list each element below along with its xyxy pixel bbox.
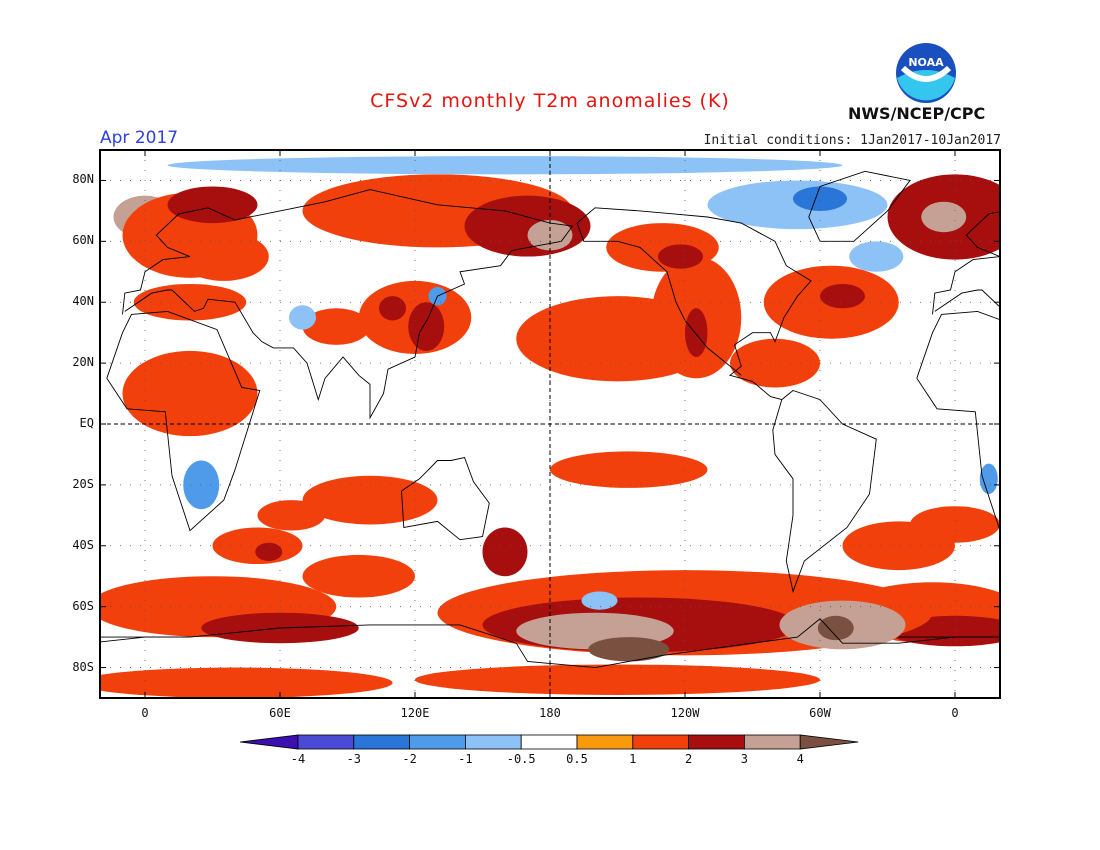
- anomaly-region: [581, 591, 618, 610]
- coastline: [122, 189, 573, 315]
- anomaly-region: [415, 664, 820, 695]
- colorbar-label: -1: [458, 752, 473, 766]
- colorbar-segment: [409, 734, 466, 750]
- colorbar-segment: [520, 734, 578, 750]
- coastline: [808, 170, 911, 242]
- anomaly-region: [302, 475, 438, 525]
- lon-label: 60E: [269, 706, 291, 720]
- colorbar-arrow-high: [799, 734, 859, 750]
- logo-text: NOAA: [908, 56, 944, 69]
- anomaly-region: [167, 186, 258, 224]
- lon-label: 120W: [670, 706, 700, 720]
- lon-label: 60W: [809, 706, 831, 720]
- anomaly-region: [178, 232, 269, 281]
- anomaly-region: [685, 308, 708, 358]
- anomaly-region: [482, 527, 528, 577]
- coastline: [772, 389, 877, 593]
- colorbar-segment: [297, 734, 355, 750]
- lat-label: EQ: [79, 416, 94, 430]
- anomaly-region: [289, 305, 316, 330]
- colorbar-segment: [688, 734, 745, 750]
- anomaly-region: [255, 542, 283, 561]
- coastlines: [100, 170, 1000, 669]
- anomaly-region: [849, 241, 904, 272]
- lon-label: 0: [141, 706, 149, 720]
- colorbar-segment: [464, 734, 522, 750]
- coastline: [124, 225, 573, 420]
- colorbar-label: -2: [402, 752, 417, 766]
- colorbar-segment: [576, 734, 634, 750]
- anomaly-region: [122, 350, 258, 437]
- coastline: [932, 211, 1000, 315]
- lat-label: 80N: [72, 172, 94, 187]
- agency-label: NWS/NCEP/CPC: [848, 104, 986, 123]
- colorbar-segment: [632, 734, 689, 750]
- lat-label: 40N: [72, 294, 94, 309]
- lat-label: 60S: [72, 598, 94, 613]
- colorbar-label: 4: [796, 752, 804, 766]
- lat-label: 40S: [72, 537, 94, 552]
- colorbar-label: -4: [290, 752, 306, 766]
- colorbar-label: 0.5: [566, 752, 588, 766]
- anomaly-region: [910, 506, 1000, 543]
- anomaly-region: [588, 637, 670, 662]
- colorbar-label: -0.5: [506, 752, 536, 766]
- colorbar-label: 1: [629, 752, 637, 766]
- anomaly-region: [408, 302, 445, 351]
- coastline: [576, 207, 812, 401]
- initial-conditions: Initial conditions: 1Jan2017-10Jan2017: [703, 133, 1001, 148]
- colorbar-segment: [744, 734, 801, 750]
- anomaly-region: [550, 451, 708, 488]
- anomaly-region: [379, 296, 406, 321]
- colorbar-segment: [353, 734, 410, 750]
- lat-label: 20N: [72, 355, 94, 370]
- map-title: CFSv2 monthly T2m anomalies (K): [370, 90, 730, 112]
- colorbar-label: 2: [684, 752, 693, 766]
- noaa-logo: NOAA: [896, 43, 956, 103]
- anomaly-field: [100, 156, 1000, 698]
- anomaly-region: [302, 308, 370, 345]
- lat-label: 60N: [72, 233, 94, 248]
- colorbar-arrow-low: [239, 734, 299, 750]
- anomaly-region: [793, 186, 847, 211]
- anomaly-region: [979, 463, 998, 495]
- anomaly-region: [820, 283, 865, 309]
- anomaly-region: [921, 201, 967, 233]
- anomaly-region: [730, 338, 820, 388]
- anomaly-region: [817, 615, 854, 641]
- coastline: [100, 618, 1000, 669]
- coastline: [401, 456, 490, 541]
- anomaly-region: [257, 500, 325, 531]
- lon-label: 120E: [400, 706, 430, 720]
- anomaly-region: [167, 156, 843, 175]
- anomaly-region: [183, 460, 220, 510]
- lat-label: 80S: [72, 659, 94, 674]
- anomaly-region: [658, 244, 703, 269]
- lon-label: 0: [951, 706, 959, 720]
- valid-month: Apr 2017: [100, 128, 179, 148]
- colorbar-label: 3: [740, 752, 748, 766]
- lon-label: 180: [539, 706, 561, 720]
- anomaly-region: [302, 554, 415, 598]
- coastline: [916, 310, 1000, 532]
- anomaly-region: [100, 667, 393, 698]
- colorbar-label: -3: [346, 752, 362, 766]
- lat-label: 20S: [72, 476, 94, 491]
- coastline: [106, 310, 261, 532]
